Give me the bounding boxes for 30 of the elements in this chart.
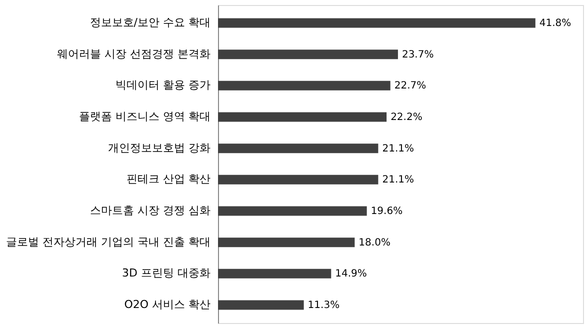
bar (218, 268, 332, 278)
data-label: 11.3% (308, 300, 340, 311)
bar (218, 300, 304, 310)
data-label: 14.9% (335, 268, 367, 280)
y-tick-label: 핀테크 산업 확산 (126, 172, 210, 186)
y-tick-label: 빅데이터 활용 증가 (116, 78, 210, 92)
bar (218, 112, 387, 122)
y-tick-label: 정보보호/보안 수요 확대 (90, 16, 210, 30)
bar (218, 174, 378, 184)
bar (218, 238, 355, 248)
data-label: 19.6% (370, 206, 403, 217)
bar (218, 50, 398, 60)
bar (218, 206, 367, 216)
data-label: 21.1% (382, 174, 414, 186)
data-label: 18.0% (358, 237, 390, 248)
data-label: 22.7% (394, 80, 426, 92)
y-tick-label: 개인정보보호법 강화 (108, 141, 210, 154)
data-label: 21.1% (382, 143, 414, 154)
data-label: 41.8% (539, 18, 572, 30)
data-label: 22.2% (390, 112, 422, 124)
y-tick-label: 스마트홈 시장 경쟁 심화 (90, 204, 210, 217)
y-tick-label: O2O 서비스 확산 (124, 298, 210, 311)
bar (218, 144, 378, 154)
y-tick-label: 3D 프린팅 대중화 (122, 266, 210, 280)
y-tick-label: 글로벌 전자상거래 기업의 국내 진출 확대 (6, 235, 210, 248)
data-label: 23.7% (402, 49, 434, 60)
bar (218, 80, 390, 90)
y-tick-label: 플랫폼 비즈니스 영역 확대 (79, 110, 210, 124)
y-tick-label: 웨어러블 시장 선점경쟁 본격화 (57, 47, 210, 60)
bar (218, 18, 536, 28)
